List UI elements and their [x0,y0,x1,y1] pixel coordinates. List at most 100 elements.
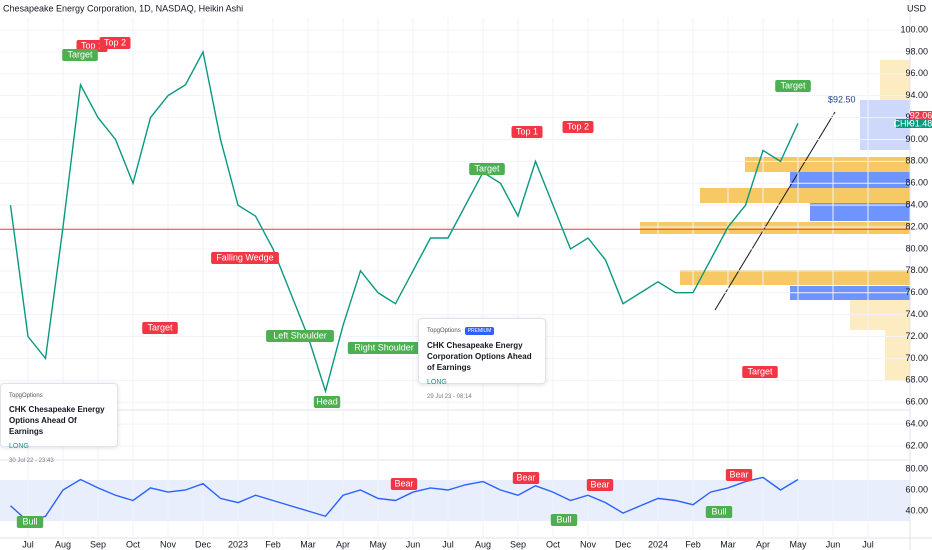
brand: TopgOptions [9,393,43,399]
annotation: Target [747,366,773,376]
x-tick-label: Apr [756,539,770,549]
annotation-box [266,330,334,342]
x-tick-label: Jul [22,539,34,549]
y-tick-label: 76.00 [905,287,928,297]
x-tick-label: Dec [195,539,212,549]
annotation: Target [147,322,173,332]
x-tick-label: Jul [442,539,454,549]
y-tick-label: 80.00 [905,463,928,473]
price-tag [896,119,932,128]
y-tick-label: 72.00 [905,331,928,341]
annotation-box [16,516,44,528]
card-title: CHK Chesapeake Energy Options Ahead Of E… [9,405,105,436]
annotation: Left Shoulder [273,330,327,340]
y-tick-label: 68.00 [905,375,928,385]
date: 30 Jul 22 - 23:43 [9,458,54,464]
x-tick-label: Jul [862,539,874,549]
annotation: Bear [394,478,413,488]
idea-card[interactable]: TopgOptions PREMIUM CHK Chesapeake Energy… [418,318,546,400]
brand: TopgOptions [427,328,461,334]
annotation-box [313,396,341,408]
annotation-box [469,163,505,175]
annotation: Top 1 [81,40,103,50]
x-tick-label: Jun [826,539,841,549]
annotation-box [142,322,178,334]
annotation: Target [67,49,93,59]
date: 29 Jul 23 - 08:14 [427,394,472,400]
annotation-box [775,80,811,92]
x-tick-label: Feb [265,539,281,549]
x-tick-label: Nov [580,539,597,549]
annotation-box [742,366,778,378]
x-tick-label: Aug [475,539,491,549]
signal: LONG [9,443,29,450]
annotation: Target [780,80,806,90]
y-tick-label: 66.00 [905,397,928,407]
x-tick-label: Oct [546,539,561,549]
x-tick-label: Oct [126,539,141,549]
x-tick-label: Nov [160,539,177,549]
annotation: Bear [590,479,609,489]
target-price: $92.50 [828,94,856,104]
x-tick-label: Jun [406,539,421,549]
annotation: Right Shoulder [354,342,414,352]
annotation: Head [316,396,338,406]
y-tick-label: 86.00 [905,178,928,188]
x-tick-label: Aug [55,539,71,549]
y-tick-label: 74.00 [905,309,928,319]
y-tick-label: 62.00 [905,440,928,450]
y-tick-label: 64.00 [905,418,928,428]
badge: PREMIUM [464,327,495,335]
annotation-box [347,342,421,354]
x-tick-label: May [369,539,387,549]
annotation-box [512,472,540,484]
x-tick-label: Sep [510,539,526,549]
x-tick-label: Sep [90,539,106,549]
x-tick-label: 2023 [228,539,248,549]
annotation: Top 2 [104,37,126,47]
trend-line [714,111,836,311]
y-tick-label: 94.00 [905,90,928,100]
y-tick-label: 70.00 [905,353,928,363]
y-tick-label: 84.00 [905,200,928,210]
y-tick-label: 82.00 [905,221,928,231]
annotation-box [62,49,98,61]
y-tick-label: 78.00 [905,265,928,275]
y-tick-label: 90.00 [905,134,928,144]
annotation-box [705,506,733,518]
y-tick-label: 96.00 [905,68,928,78]
series-line [10,476,799,523]
y-tick-label: 98.00 [905,46,928,56]
x-tick-label: Apr [336,539,350,549]
annotation-box [562,121,594,133]
y-tick-label: 88.00 [905,156,928,166]
annotation: Target [474,163,500,173]
annotation-box [390,478,418,490]
annotation-box [586,479,614,491]
annotation-box [99,37,131,49]
annotation-box [725,469,753,481]
x-tick-label: May [789,539,807,549]
price-tag [910,111,932,120]
y-tick-label: 40.00 [905,505,928,515]
annotation-box [211,252,279,264]
price-tag-label: 91.48 [910,118,932,128]
signal: LONG [427,379,447,386]
x-tick-label: Mar [300,539,316,549]
idea-card[interactable]: TopgOptions CHK Chesapeake Energy Option… [0,383,118,464]
currency: USD [907,3,927,13]
annotation: Top 1 [516,126,538,136]
annotation-box [511,126,543,138]
annotation: Bull [711,506,726,516]
annotation: Bull [22,516,37,526]
y-tick-label: 60.00 [905,484,928,494]
price-tag-label: 92.06 [910,110,932,120]
x-tick-label: Dec [615,539,632,549]
rsi-band [0,480,910,521]
x-tick-label: Feb [685,539,701,549]
annotation: Bear [729,469,748,479]
x-tick-label: Mar [720,539,736,549]
price-tag-label: CHK [893,118,912,128]
